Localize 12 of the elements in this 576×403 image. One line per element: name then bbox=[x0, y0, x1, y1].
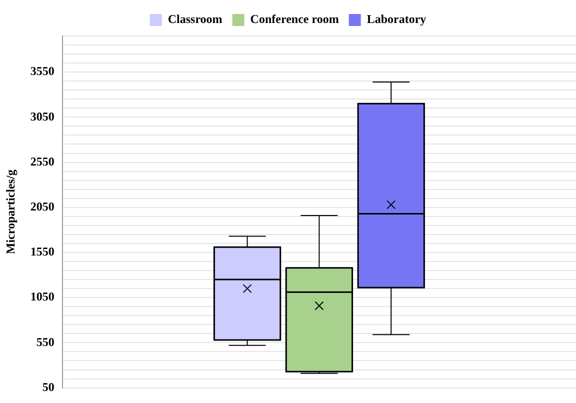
y-tick-label: 50 bbox=[42, 380, 54, 394]
legend-label: Laboratory bbox=[366, 12, 426, 26]
y-tick-label: 2050 bbox=[30, 199, 54, 214]
y-tick-label: 3550 bbox=[30, 64, 54, 78]
y-tick-label: 1050 bbox=[30, 290, 54, 304]
legend-label: Classroom bbox=[168, 12, 222, 26]
y-tick-label: 550 bbox=[36, 334, 54, 349]
y-tick-label: 1550 bbox=[30, 244, 54, 259]
y-axis-title: Microparticles/g bbox=[3, 170, 18, 254]
legend-label: Conference room bbox=[250, 12, 339, 26]
y-tick-label: 3050 bbox=[30, 109, 54, 124]
y-tick-label: 2550 bbox=[30, 154, 54, 168]
